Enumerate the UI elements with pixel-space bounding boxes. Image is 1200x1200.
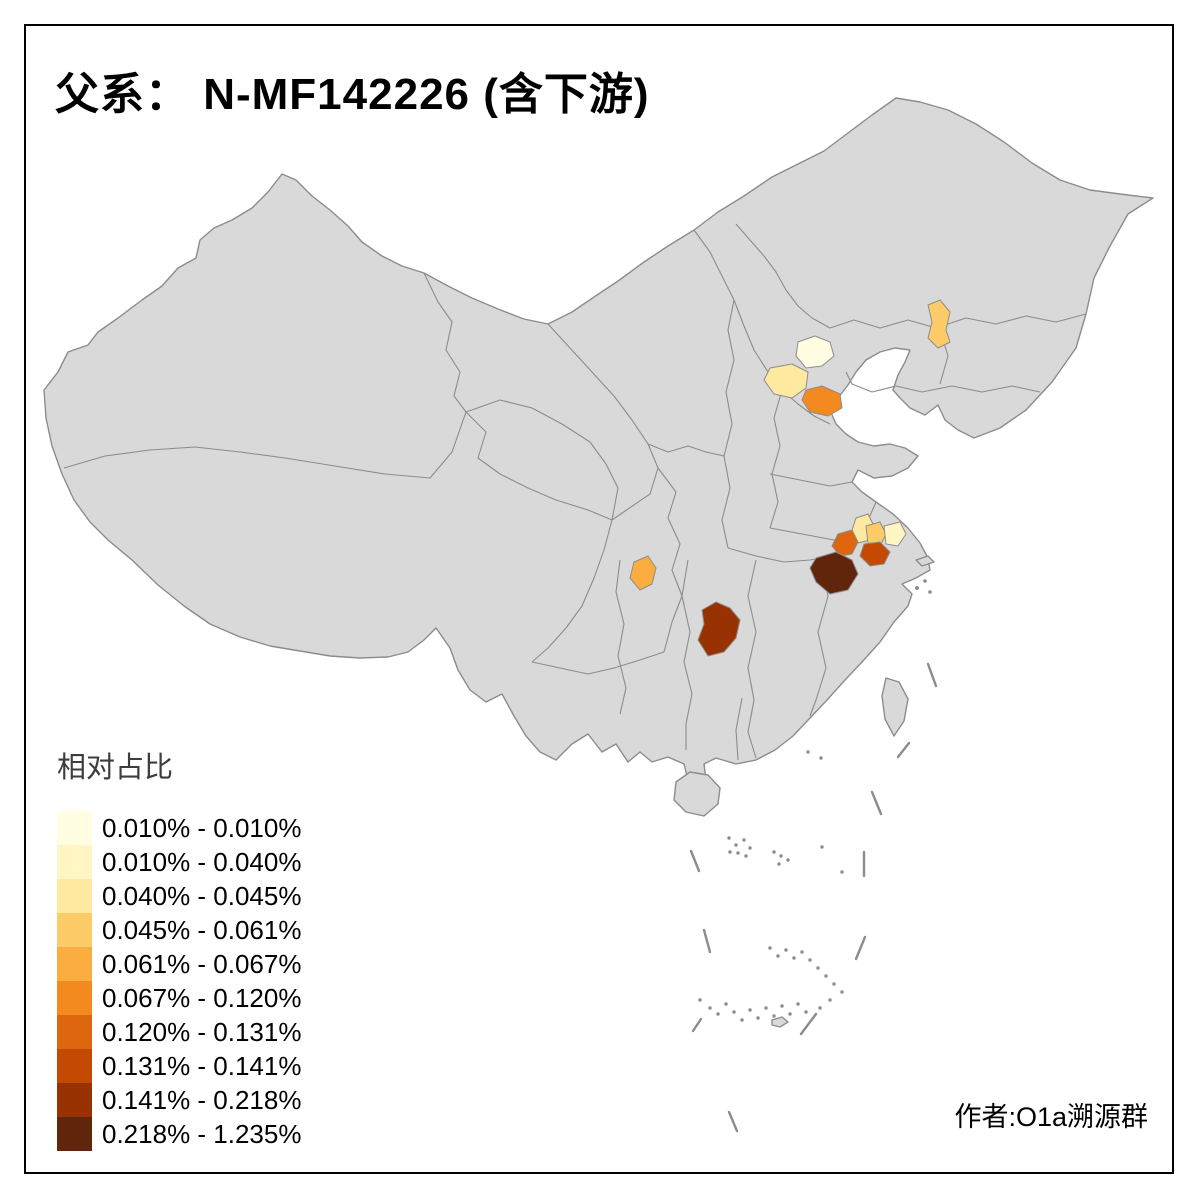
legend: 相对占比 0.010% - 0.010% 0.010% - 0.040% 0.0…	[57, 744, 301, 1151]
chongming-island	[915, 555, 935, 567]
highlighted-region	[763, 363, 809, 399]
page-title: 父系： N-MF142226 (含下游)	[55, 70, 650, 119]
nine-dash-line-segment	[896, 741, 911, 759]
legend-label: 0.061% - 0.067%	[102, 948, 302, 979]
legend-swatch	[57, 1049, 92, 1083]
nine-dash-line-segment	[727, 1110, 739, 1133]
highlighted-region	[883, 521, 907, 547]
nine-dash-line-segment	[691, 1017, 703, 1033]
legend-item: 0.045% - 0.061%	[57, 913, 301, 947]
legend-label: 0.067% - 0.120%	[102, 982, 302, 1013]
legend-label: 0.010% - 0.010%	[102, 812, 302, 843]
attribution: 作者:O1a溯源群	[954, 1102, 1148, 1132]
scs-islet	[771, 1016, 789, 1028]
legend-swatch	[57, 879, 92, 913]
legend-item: 0.010% - 0.040%	[57, 845, 301, 879]
coastal-islet	[915, 586, 919, 590]
nine-dash-line-segment	[799, 1012, 818, 1036]
nine-dash-line-segment	[689, 849, 701, 873]
nine-dash-line-segment	[854, 935, 867, 961]
legend-swatch	[57, 845, 92, 879]
legend-item: 0.141% - 0.218%	[57, 1083, 301, 1117]
hainan-island	[673, 771, 721, 817]
highlighted-regions	[629, 299, 951, 657]
legend-swatch	[57, 913, 92, 947]
highlighted-region	[629, 555, 657, 591]
legend-item: 0.218% - 1.235%	[57, 1117, 301, 1151]
province-borders	[63, 223, 1087, 761]
china-mainland	[43, 97, 1154, 797]
legend-label: 0.141% - 0.218%	[102, 1084, 302, 1115]
legend-label: 0.045% - 0.061%	[102, 914, 302, 945]
legend-item: 0.061% - 0.067%	[57, 947, 301, 981]
taiwan-island	[881, 677, 909, 737]
legend-item: 0.040% - 0.045%	[57, 879, 301, 913]
south-china-sea-features	[689, 662, 938, 1133]
nine-dash-line-segment	[870, 790, 883, 816]
legend-item: 0.131% - 0.141%	[57, 1049, 301, 1083]
legend-swatch	[57, 1117, 92, 1151]
highlighted-region	[697, 601, 741, 657]
legend-item: 0.010% - 0.010%	[57, 811, 301, 845]
legend-items: 0.010% - 0.010% 0.010% - 0.040% 0.040% -…	[57, 811, 301, 1151]
nine-dash-line-segment	[926, 662, 938, 688]
highlighted-region	[801, 385, 843, 417]
coastal-islet	[928, 590, 932, 594]
legend-label: 0.131% - 0.141%	[102, 1050, 302, 1081]
legend-item: 0.067% - 0.120%	[57, 981, 301, 1015]
legend-item: 0.120% - 0.131%	[57, 1015, 301, 1049]
highlighted-region	[795, 335, 835, 369]
legend-swatch	[57, 981, 92, 1015]
legend-swatch	[57, 1083, 92, 1117]
legend-swatch	[57, 811, 92, 845]
legend-swatch	[57, 947, 92, 981]
highlighted-region	[927, 299, 951, 349]
highlighted-region	[859, 541, 891, 567]
legend-label: 0.120% - 0.131%	[102, 1016, 302, 1047]
legend-swatch	[57, 1015, 92, 1049]
legend-label: 0.040% - 0.045%	[102, 880, 302, 911]
coastal-islet	[923, 579, 927, 583]
legend-title: 相对占比	[57, 752, 174, 784]
legend-label: 0.010% - 0.040%	[102, 846, 302, 877]
highlighted-region	[831, 529, 859, 557]
nine-dash-line-segment	[702, 928, 712, 954]
legend-label: 0.218% - 1.235%	[102, 1118, 302, 1149]
highlighted-region	[809, 551, 859, 595]
highlighted-region	[865, 521, 887, 547]
